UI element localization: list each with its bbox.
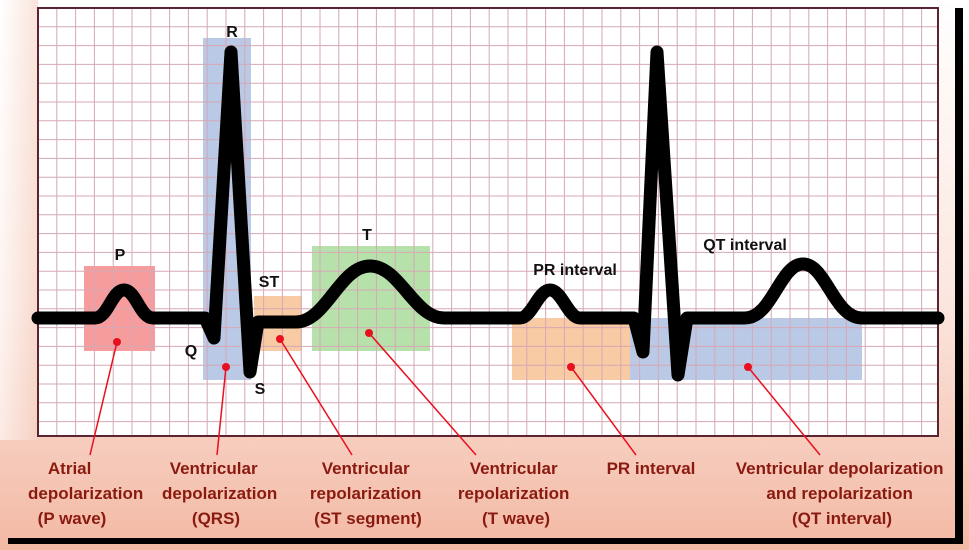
- r-label: R: [226, 24, 238, 41]
- caption-pr-interval: PR interval: [607, 459, 696, 478]
- caption-line: depolarization: [28, 484, 143, 503]
- ecg-waveform: [31, 45, 945, 382]
- pointer-dot-qrs: [222, 363, 230, 371]
- grid-lines: [38, 8, 938, 436]
- caption-line: (P wave): [38, 509, 107, 528]
- caption-line: (T wave): [482, 509, 550, 528]
- caption-line: (QT interval): [792, 509, 892, 528]
- caption-line: repolarization: [310, 484, 421, 503]
- frame-shadow-right: [955, 8, 963, 540]
- caption-t-wave: Ventricular repolarization (T wave): [458, 459, 574, 528]
- pointer-dot-p: [113, 338, 121, 346]
- pointer-lines: [89, 332, 821, 456]
- caption-line: repolarization: [458, 484, 569, 503]
- s-label: S: [255, 381, 266, 398]
- caption-st-segment: Ventricular repolarization (ST segment): [310, 459, 426, 528]
- pointer-line-st: [279, 338, 353, 456]
- caption-line: Ventricular: [170, 459, 258, 478]
- pointer-line-t: [368, 332, 477, 456]
- pr-interval-label: PR interval: [533, 262, 617, 279]
- caption-qt-interval: Ventricular depolarization and repolariz…: [736, 459, 949, 528]
- caption-line: (QRS): [192, 509, 240, 528]
- pointer-line-pr: [570, 366, 637, 456]
- pointer-line-qrs: [216, 366, 227, 456]
- pointer-dot-pr: [567, 363, 575, 371]
- pointer-dot-st: [276, 335, 284, 343]
- caption-line: depolarization: [162, 484, 277, 503]
- caption-line: Ventricular: [322, 459, 410, 478]
- qt-interval-label: QT interval: [703, 237, 787, 254]
- q-label: Q: [185, 343, 197, 360]
- caption-line: Ventricular depolarization: [736, 459, 944, 478]
- caption-line: Ventricular: [470, 459, 558, 478]
- pointer-dot-t: [365, 329, 373, 337]
- grid-border: [37, 7, 939, 437]
- left-shade: [0, 0, 38, 440]
- frame-shadow-bottom: [8, 538, 963, 544]
- caption-ventricular-depolarization: Ventricular depolarization (QRS): [162, 459, 282, 528]
- caption-line: Atrial: [48, 459, 91, 478]
- caption-line: (ST segment): [314, 509, 422, 528]
- p-label: P: [115, 247, 126, 264]
- st-label: ST: [259, 274, 280, 291]
- pointer-dot-qt: [744, 363, 752, 371]
- pointer-line-qt: [747, 366, 821, 456]
- caption-line: and repolarization: [766, 484, 912, 503]
- caption-line: PR interval: [607, 459, 696, 478]
- caption-atrial-depolarization: Atrial depolarization (P wave): [28, 459, 148, 528]
- pointer-dots: [113, 329, 752, 371]
- t-label: T: [362, 227, 372, 244]
- pointer-line-p: [89, 341, 118, 456]
